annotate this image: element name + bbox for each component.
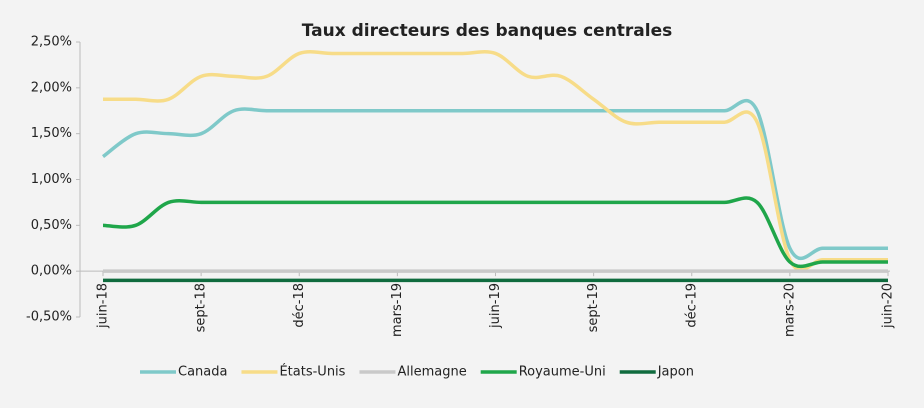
y-tick-label: 0,50% [31,218,72,233]
y-tick-label: -0,50% [26,310,72,325]
x-tick-label: juin-18 [96,283,111,329]
x-tick-label: déc-18 [292,283,307,328]
y-tick-label: 0,00% [31,264,72,279]
legend-label: Canada [178,365,227,380]
y-tick-label: 1,50% [31,126,72,141]
legend-label: États-Unis [279,364,345,380]
x-tick-label: mars-20 [782,283,797,337]
series-line [102,196,888,269]
series-line [101,98,888,261]
chart-title: Taux directeurs des banques centrales [302,21,673,41]
series-line [102,50,888,272]
x-tick-label: mars-19 [390,283,405,337]
x-tick-label: déc-19 [684,283,699,328]
legend-label: Japon [657,365,694,380]
x-tick-label: juin-19 [488,283,503,329]
x-tick-label: sept-19 [586,283,601,332]
legend-label: Royaume-Uni [519,365,606,380]
legend-label: Allemagne [397,365,466,380]
x-tick-label: juin-20 [881,283,896,329]
y-tick-label: 2,50% [31,35,72,50]
y-tick-label: 1,00% [31,172,72,187]
x-tick-label: sept-18 [194,283,209,332]
y-tick-label: 2,00% [31,80,72,95]
